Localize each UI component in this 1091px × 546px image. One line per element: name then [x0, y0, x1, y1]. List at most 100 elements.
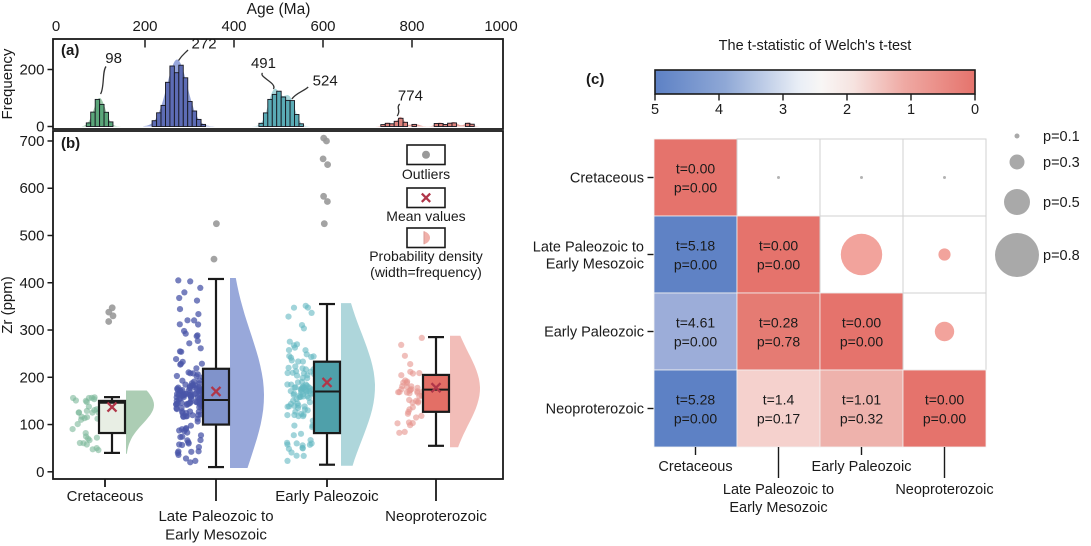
- colorbar: [654, 69, 976, 95]
- y-axis-tick-label: 200: [19, 62, 44, 79]
- x-axis-tick-label: 400: [221, 18, 246, 35]
- p-legend-label: p=0.3: [1043, 155, 1080, 171]
- scatter-point: [299, 358, 306, 365]
- cell-t-value: t=5.18: [676, 238, 716, 254]
- scatter-point: [179, 377, 186, 384]
- scatter-point: [300, 452, 307, 459]
- histogram-bar: [108, 121, 114, 127]
- cell-p-value: p=0.00: [757, 257, 800, 273]
- scatter-point: [284, 403, 291, 410]
- outlier-dot-icon: [422, 150, 430, 159]
- col-label: Early Paleozoic: [812, 459, 912, 475]
- scatter-point: [409, 404, 416, 411]
- scatter-point: [290, 304, 298, 311]
- group-label: Late Paleozoic to: [158, 508, 273, 525]
- group-label: Cretaceous: [67, 488, 144, 505]
- scatter-point: [187, 370, 194, 377]
- scatter-point: [298, 386, 305, 393]
- matrix-cell: [902, 369, 987, 448]
- scatter-point: [187, 389, 194, 396]
- colorbar-tick-label: 1: [907, 102, 915, 118]
- histogram-bar: [451, 122, 457, 127]
- scatter-point: [401, 428, 408, 435]
- raincloud-group: [284, 134, 375, 466]
- scatter-point: [186, 340, 193, 347]
- scatter-point: [405, 408, 412, 415]
- cell-t-value: t=0.00: [676, 161, 716, 177]
- scatter-point: [88, 394, 95, 401]
- scatter-point: [293, 440, 300, 447]
- scatter-point: [404, 378, 411, 385]
- half-violin: [450, 335, 480, 448]
- scatter-point: [91, 407, 98, 414]
- matrix-cell: [736, 369, 821, 448]
- annotation-connector: [261, 72, 275, 90]
- cell-t-value: t=0.28: [759, 315, 799, 331]
- matrix-cell: [653, 215, 738, 294]
- scatter-point: [291, 390, 298, 397]
- scatter-point: [288, 449, 295, 456]
- scatter-point: [197, 432, 205, 439]
- scatter-point: [176, 321, 183, 328]
- scatter-point: [69, 426, 76, 433]
- annotation-connector: [396, 103, 401, 117]
- cell-t-value: t=1.4: [763, 392, 795, 408]
- outlier-point: [324, 198, 331, 205]
- scatter-point: [401, 352, 408, 359]
- scatter-point: [192, 457, 199, 464]
- scatter-point: [178, 404, 185, 412]
- histogram-bar: [156, 112, 162, 127]
- scatter-point: [407, 422, 414, 429]
- y-axis-title: Zr (ppm): [0, 276, 16, 334]
- y-axis-tick-label: 200: [19, 369, 44, 386]
- histogram-bar: [442, 124, 449, 127]
- scatter-point: [174, 449, 181, 457]
- scatter-point: [176, 441, 183, 448]
- outlier-point: [320, 134, 328, 142]
- scatter-point: [300, 413, 307, 420]
- scatter-point: [406, 390, 413, 397]
- scatter-point: [175, 277, 182, 284]
- scatter-point: [197, 345, 204, 352]
- scatter-point: [416, 393, 423, 400]
- raincloud-group: [173, 220, 264, 469]
- histogram-bar: [187, 101, 193, 127]
- scatter-point: [70, 394, 77, 402]
- scatter-point: [406, 396, 413, 404]
- panel-b-frame: [52, 130, 504, 480]
- histogram-bar: [258, 122, 264, 127]
- col-label: Neoproterozoic: [895, 482, 993, 498]
- histogram-bar: [271, 93, 278, 127]
- histogram-bar: [200, 123, 207, 127]
- scatter-point: [407, 361, 414, 368]
- cell-p-value: p=0.78: [757, 334, 800, 350]
- p-legend-label: p=0.5: [1043, 195, 1080, 211]
- p-legend-circle: [1014, 133, 1020, 139]
- scatter-point: [193, 333, 200, 340]
- scatter-point: [306, 441, 313, 448]
- half-violin: [341, 303, 375, 466]
- scatter-point: [178, 426, 186, 433]
- cell-t-value: t=4.61: [676, 315, 716, 331]
- histogram-bar: [262, 112, 269, 127]
- scatter-point: [182, 455, 190, 462]
- cell-p-value: p=0.00: [674, 334, 717, 350]
- y-axis-tick-label: 500: [19, 228, 44, 245]
- scatter-point: [186, 384, 193, 391]
- matrix-cell: [736, 215, 821, 294]
- scatter-point: [187, 422, 194, 429]
- scatter-point: [284, 457, 291, 464]
- scatter-point: [304, 375, 311, 382]
- histogram-bar: [103, 111, 110, 127]
- scatter-point: [398, 372, 405, 379]
- row-label: Neoproterozoic: [546, 402, 644, 418]
- y-axis-tick-label: 600: [19, 180, 44, 197]
- x-axis-tick-label: 600: [310, 18, 335, 35]
- panel-b-raincloud: 0 100 200 300 400 500 600 700 Zr (ppm) Cretaceous…: [0, 130, 504, 544]
- raincloud-group: [69, 304, 154, 454]
- matrix-cell: [819, 292, 904, 371]
- scatter-point: [193, 297, 201, 304]
- group-label: Early Mesozoic: [165, 527, 267, 544]
- outlier-point: [210, 255, 218, 263]
